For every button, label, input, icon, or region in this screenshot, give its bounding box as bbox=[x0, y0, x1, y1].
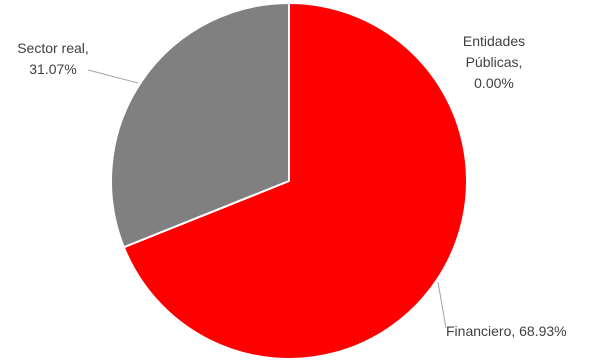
data-label-line: Financiero, 68.93% bbox=[446, 323, 567, 339]
data-labels-layer: Financiero, 68.93% Entidades Públicas, 0.00… bbox=[17, 33, 566, 339]
pie-slice-sector-real bbox=[110, 2, 290, 249]
data-label-line: 31.07% bbox=[29, 61, 76, 77]
leader-lines-layer bbox=[87, 69, 447, 329]
data-label-entidades-publicas: Entidades Públicas, 0.00% bbox=[463, 33, 525, 91]
data-label-line: Sector real, bbox=[17, 40, 89, 56]
leader-line-sector-real bbox=[87, 69, 139, 84]
slices-layer bbox=[110, 2, 468, 360]
leader-line-financiero bbox=[437, 281, 447, 329]
data-label-line: Entidades bbox=[463, 33, 525, 49]
data-label-line: 0.00% bbox=[474, 75, 514, 91]
data-label-sector-real: Sector real, 31.07% bbox=[17, 40, 89, 77]
data-label-financiero: Financiero, 68.93% bbox=[446, 323, 567, 339]
data-label-line: Públicas, bbox=[466, 54, 523, 70]
pie-slice-financiero bbox=[122, 2, 468, 360]
